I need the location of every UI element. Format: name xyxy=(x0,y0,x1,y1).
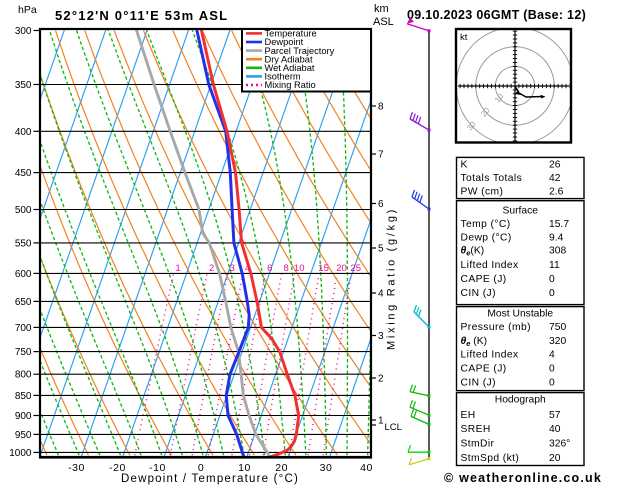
svg-text:320: 320 xyxy=(549,336,566,347)
svg-text:800: 800 xyxy=(15,370,32,381)
svg-text:15: 15 xyxy=(318,263,329,274)
svg-text:750: 750 xyxy=(549,322,566,333)
svg-text:4: 4 xyxy=(245,263,250,274)
svg-text:0: 0 xyxy=(549,364,555,375)
svg-text:20: 20 xyxy=(549,453,561,464)
svg-text:Wet Adiabat: Wet Adiabat xyxy=(265,63,315,73)
svg-text:SREH: SREH xyxy=(461,424,491,435)
svg-text:StmDir: StmDir xyxy=(461,439,495,450)
svg-text:4: 4 xyxy=(378,289,384,300)
svg-text:350: 350 xyxy=(15,80,32,91)
svg-text:308: 308 xyxy=(549,246,566,257)
svg-text:42: 42 xyxy=(549,173,561,184)
svg-text:750: 750 xyxy=(15,347,32,358)
svg-text:20: 20 xyxy=(275,462,288,474)
svg-text:© weatheronline.co.uk: © weatheronline.co.uk xyxy=(444,471,602,485)
svg-text:550: 550 xyxy=(15,238,32,249)
svg-text:850: 850 xyxy=(15,391,32,402)
svg-text:PW (cm): PW (cm) xyxy=(461,187,504,198)
svg-text:Dewpoint: Dewpoint xyxy=(265,37,304,47)
svg-text:ASL: ASL xyxy=(373,16,394,28)
svg-text:2.6: 2.6 xyxy=(549,187,564,198)
svg-text:10: 10 xyxy=(294,263,305,274)
svg-text:0: 0 xyxy=(198,462,204,474)
svg-text:Mixing Ratio (g/kg): Mixing Ratio (g/kg) xyxy=(386,207,398,350)
svg-text:0: 0 xyxy=(549,377,555,388)
svg-text:Dry Adiabat: Dry Adiabat xyxy=(265,54,313,64)
svg-text:8: 8 xyxy=(378,102,384,113)
svg-text:9.4: 9.4 xyxy=(549,232,564,243)
svg-text:4: 4 xyxy=(549,350,555,361)
svg-text:600: 600 xyxy=(15,269,32,280)
svg-text:326°: 326° xyxy=(549,439,570,450)
svg-text:-30: -30 xyxy=(68,462,85,474)
svg-text:11: 11 xyxy=(549,260,560,271)
svg-text:Totals Totals: Totals Totals xyxy=(461,173,523,184)
svg-text:0: 0 xyxy=(549,274,555,285)
svg-text:Isotherm: Isotherm xyxy=(265,72,301,82)
svg-text:10: 10 xyxy=(238,462,251,474)
svg-text:40: 40 xyxy=(549,424,561,435)
svg-text:900: 900 xyxy=(15,411,32,422)
svg-text:26: 26 xyxy=(549,160,561,171)
svg-text:EH: EH xyxy=(461,410,476,421)
svg-text:30: 30 xyxy=(320,462,333,474)
svg-text:6: 6 xyxy=(378,199,384,210)
svg-text:300: 300 xyxy=(15,26,32,37)
svg-text:7: 7 xyxy=(378,150,384,161)
svg-text:650: 650 xyxy=(15,297,32,308)
svg-text:Most Unstable: Most Unstable xyxy=(487,309,553,320)
svg-text:25: 25 xyxy=(350,263,361,274)
svg-text:1000: 1000 xyxy=(9,448,32,459)
svg-text:LCL: LCL xyxy=(385,422,402,433)
svg-text:8: 8 xyxy=(284,263,289,274)
svg-text:57: 57 xyxy=(549,410,561,421)
svg-text:CAPE (J): CAPE (J) xyxy=(461,364,507,375)
svg-text:1: 1 xyxy=(378,416,384,427)
svg-text:Hodograph: Hodograph xyxy=(495,395,546,406)
svg-text:15.7: 15.7 xyxy=(549,219,569,230)
svg-text:5: 5 xyxy=(378,244,384,255)
svg-text:Surface: Surface xyxy=(503,206,539,217)
svg-text:θe (K): θe (K) xyxy=(461,336,488,348)
svg-text:2: 2 xyxy=(378,374,384,385)
svg-text:Lifted Index: Lifted Index xyxy=(461,350,519,361)
svg-text:K: K xyxy=(461,160,468,171)
svg-text:hPa: hPa xyxy=(18,4,37,16)
svg-text:CIN (J): CIN (J) xyxy=(461,288,496,299)
svg-text:3: 3 xyxy=(378,331,384,342)
svg-text:400: 400 xyxy=(15,127,32,138)
svg-text:Lifted Index: Lifted Index xyxy=(461,260,519,271)
svg-text:500: 500 xyxy=(15,205,32,216)
svg-text:km: km xyxy=(374,3,389,15)
svg-text:6: 6 xyxy=(267,263,272,274)
svg-text:Temp (°C): Temp (°C) xyxy=(461,219,511,230)
svg-text:09.10.2023 06GMT (Base: 12): 09.10.2023 06GMT (Base: 12) xyxy=(407,8,586,22)
svg-text:40: 40 xyxy=(360,462,373,474)
svg-text:-10: -10 xyxy=(149,462,166,474)
svg-text:Temperature: Temperature xyxy=(265,29,317,39)
svg-text:Mixing Ratio: Mixing Ratio xyxy=(265,80,316,90)
svg-text:950: 950 xyxy=(15,430,32,441)
svg-text:0: 0 xyxy=(549,288,555,299)
svg-text:3: 3 xyxy=(230,263,235,274)
svg-text:θe(K): θe(K) xyxy=(461,246,485,258)
svg-text:1: 1 xyxy=(175,263,180,274)
svg-text:Pressure (mb): Pressure (mb) xyxy=(461,322,531,333)
svg-text:StmSpd (kt): StmSpd (kt) xyxy=(461,453,520,464)
svg-text:CAPE (J): CAPE (J) xyxy=(461,274,507,285)
svg-text:-20: -20 xyxy=(109,462,126,474)
svg-text:Parcel Trajectory: Parcel Trajectory xyxy=(265,46,335,56)
svg-text:450: 450 xyxy=(15,168,32,179)
svg-text:2: 2 xyxy=(209,263,214,274)
svg-text:CIN (J): CIN (J) xyxy=(461,377,496,388)
svg-text:Dewp (°C): Dewp (°C) xyxy=(461,232,512,243)
svg-text:kt: kt xyxy=(460,32,468,43)
svg-text:700: 700 xyxy=(15,323,32,334)
svg-text:20: 20 xyxy=(336,263,347,274)
svg-text:Dewpoint / Temperature (°C): Dewpoint / Temperature (°C) xyxy=(121,473,299,485)
svg-text:52°12'N 0°11'E 53m ASL: 52°12'N 0°11'E 53m ASL xyxy=(55,8,228,23)
